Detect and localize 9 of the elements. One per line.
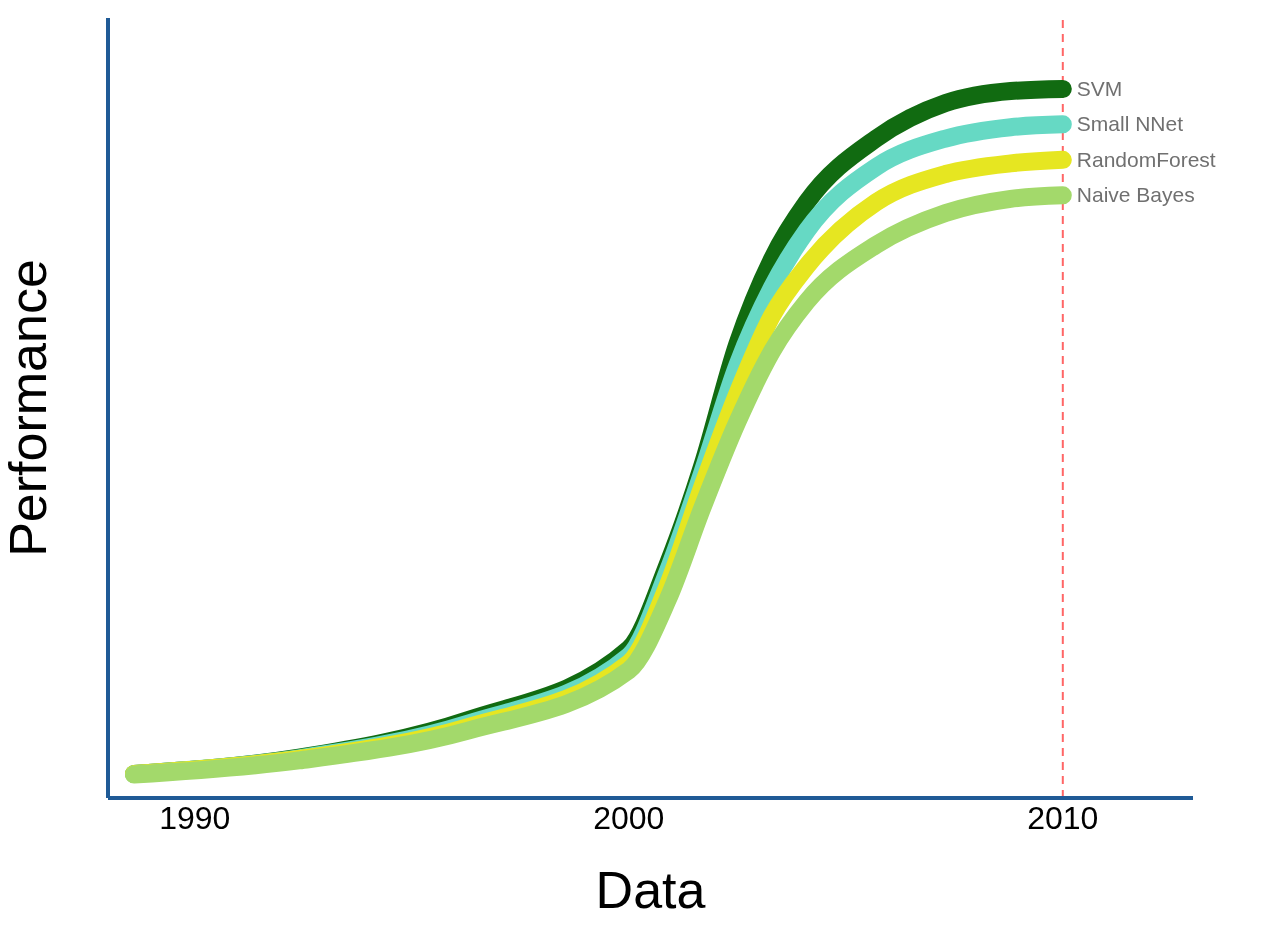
x-tick-label: 1990 bbox=[159, 799, 231, 836]
series-label: RandomForest bbox=[1076, 147, 1216, 171]
x-tick-label: 2010 bbox=[1027, 799, 1099, 836]
series-label: Small NNet bbox=[1076, 112, 1184, 136]
series-label: SVM bbox=[1076, 76, 1123, 100]
x-tick-label: 2000 bbox=[593, 799, 665, 836]
x-axis-title: Data bbox=[595, 861, 706, 919]
y-axis-title: Performance bbox=[0, 259, 58, 557]
series-label: Naive Bayes bbox=[1076, 183, 1195, 207]
